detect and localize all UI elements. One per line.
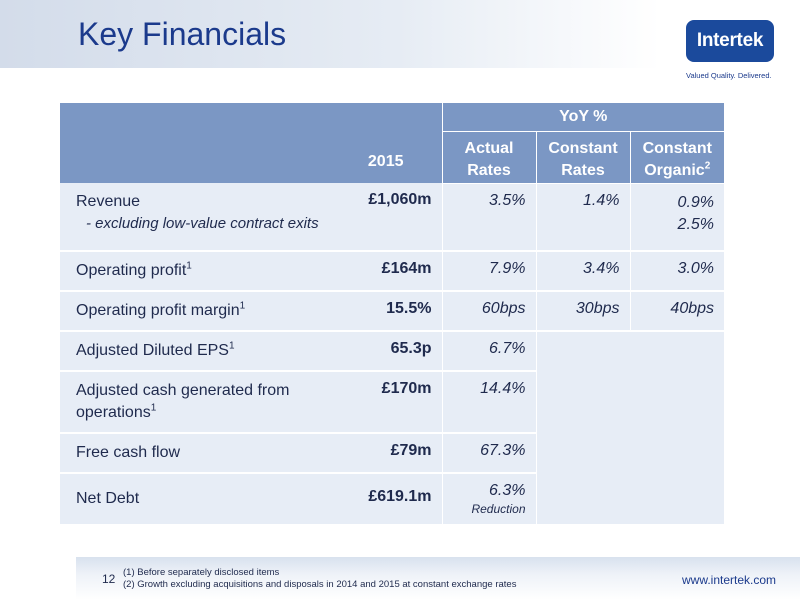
table-row: Free cash flow £79m 67.3% xyxy=(60,433,724,474)
table-row: Revenue - excluding low-value contract e… xyxy=(60,183,725,252)
header-row-label-area: 2015 xyxy=(60,103,442,183)
row-actual: 60bps xyxy=(441,291,536,332)
slide-title: Key Financials xyxy=(78,16,287,52)
row-actual: 6.7% xyxy=(441,331,536,372)
row-actual-sub: Reduction xyxy=(471,502,526,516)
table-row: Net Debt £619.1m 6.3% Reduction xyxy=(60,473,724,526)
row-organic: 0.9% xyxy=(677,193,715,211)
footnote-1: (1) Before separately disclosed items xyxy=(123,567,280,578)
row-sub-label: - excluding low-value contract exits xyxy=(86,215,319,232)
header-organic-note: 2 xyxy=(704,160,711,172)
row-value: 15.5% xyxy=(360,291,442,332)
row-value: £170m xyxy=(360,371,442,434)
row-value: £164m xyxy=(360,251,442,292)
table-row: Adjusted cash generated from operations1… xyxy=(60,371,724,434)
row-actual: 3.5% xyxy=(441,183,536,252)
brand-tagline: Valued Quality. Delivered. xyxy=(686,71,772,80)
row-label: Net Debt xyxy=(76,490,140,507)
row-label: Adjusted Diluted EPS xyxy=(76,342,229,359)
website-link[interactable]: www.intertek.com xyxy=(682,573,777,587)
row-value: £1,060m xyxy=(360,183,442,252)
intertek-logo: Intertek xyxy=(686,20,774,62)
row-value: 65.3p xyxy=(360,331,442,372)
row-value: £79m xyxy=(360,433,442,474)
footnote-2: (2) Growth excluding acquisitions and di… xyxy=(123,579,517,590)
row-note: 1 xyxy=(186,260,192,272)
table-row: Adjusted Diluted EPS1 65.3p 6.7% xyxy=(60,331,725,526)
header-yoy: YoY % xyxy=(559,108,608,125)
row-note: 1 xyxy=(150,402,157,414)
row-actual: 7.9% xyxy=(441,251,536,292)
row-constant: 30bps xyxy=(535,291,630,332)
row-value: £619.1m xyxy=(360,473,442,526)
header-organic-l2: Organic xyxy=(644,161,705,179)
row-label: Free cash flow xyxy=(76,444,181,461)
row-actual: 67.3% xyxy=(441,433,536,474)
row-actual: 14.4% xyxy=(441,371,536,434)
footnotes: (1) Before separately disclosed items (2… xyxy=(123,567,516,591)
header-year: 2015 xyxy=(367,153,404,170)
header-constant-l1: Constant xyxy=(548,139,618,157)
header-organic-l1: Constant xyxy=(642,139,712,157)
row-constant: 3.4% xyxy=(535,251,630,292)
empty-cell-block xyxy=(535,331,725,526)
row-label: Operating profit margin xyxy=(76,302,240,319)
header-constant-organic: Constant Organic2 xyxy=(629,131,725,184)
header-actual-rates: Actual Rates xyxy=(441,131,536,184)
row-label-l2: operations xyxy=(76,404,151,421)
row-note: 1 xyxy=(239,300,246,312)
title-bar xyxy=(0,0,660,68)
header-constant-rates: Constant Rates xyxy=(535,131,630,184)
row-label: Revenue xyxy=(76,193,141,210)
row-label: Operating profit xyxy=(76,262,187,279)
page-number: 12 xyxy=(102,572,116,586)
row-actual: 6.3% xyxy=(489,482,526,499)
table-row: Operating profit1 £164m 7.9% 3.4% 3.0% xyxy=(60,251,725,292)
row-constant: 1.4% xyxy=(535,183,630,252)
footer-band xyxy=(76,557,800,600)
row-note: 1 xyxy=(228,340,235,352)
row-label: Adjusted cash generated from xyxy=(76,382,290,399)
row-organic: 3.0% xyxy=(629,251,725,292)
row-organic: 40bps xyxy=(629,291,725,332)
header-actual-l1: Actual xyxy=(464,139,514,157)
table-row: Operating profit margin1 15.5% 60bps 30b… xyxy=(60,291,725,332)
header-yoy-group: YoY % xyxy=(441,103,725,132)
key-financials-table: 2015 YoY % Actual Rates Constant Rates C… xyxy=(60,103,725,526)
header-actual-l2: Rates xyxy=(467,161,511,179)
header-constant-l2: Rates xyxy=(561,161,605,179)
row-organic-sub: 2.5% xyxy=(677,215,715,233)
logo-text: Intertek xyxy=(696,30,764,51)
